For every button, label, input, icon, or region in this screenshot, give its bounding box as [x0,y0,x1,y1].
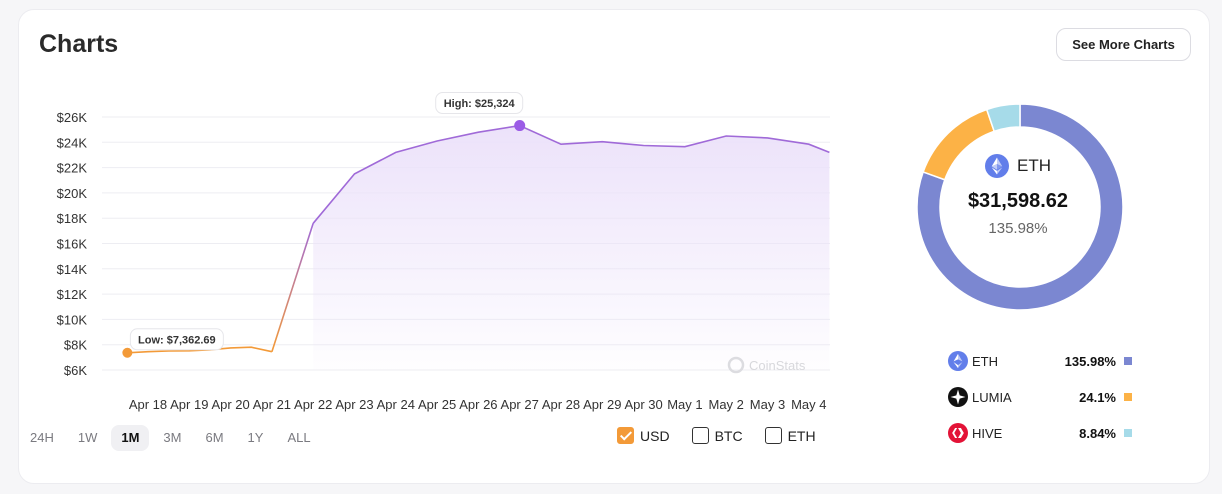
x-tick-label: Apr 20 [211,397,249,412]
currency-usd[interactable]: USD [617,427,670,444]
period-6m[interactable]: 6M [205,430,224,445]
legend-item-lumia[interactable]: LUMIA 24.1% [948,379,1148,415]
y-tick-label: $12K [57,287,88,302]
high-marker [514,120,526,132]
y-tick-label: $26K [57,110,88,125]
lumia-icon [948,387,968,407]
x-tick-label: Apr 19 [170,397,208,412]
donut-legend: ETH 135.98% LUMIA 24.1% HIVE 8.84% [948,343,1148,451]
hive-icon [948,423,968,443]
period-selector: 24H 1W 1M 3M 6M 1Y ALL [20,425,321,451]
y-tick-label: $24K [57,135,88,150]
period-1y[interactable]: 1Y [247,430,264,445]
high-tooltip-label: High: $25,324 [444,98,516,110]
y-tick-label: $8K [64,338,87,353]
x-tick-label: Apr 28 [542,397,580,412]
period-24h[interactable]: 24H [30,430,54,445]
donut-slice-eth [916,103,1124,311]
legend-swatch [1124,429,1132,437]
y-tick-label: $16K [57,237,88,252]
ethereum-icon [985,154,1009,178]
x-tick-label: Apr 23 [335,397,373,412]
x-tick-label: Apr 30 [624,397,662,412]
y-tick-label: $14K [57,262,88,277]
x-tick-label: Apr 24 [377,397,415,412]
see-more-charts-button[interactable]: See More Charts [1056,28,1191,61]
ethereum-icon [948,351,968,371]
donut-center: ETH $31,598.62 135.98% [918,154,1118,237]
price-line-rise-segment [271,223,314,352]
currency-eth[interactable]: ETH [764,427,816,444]
eth-label: ETH [787,427,816,444]
eth-checkbox[interactable] [764,427,782,444]
y-tick-label: $22K [57,161,88,176]
center-coin-symbol: ETH [1017,156,1051,175]
coinstats-logo-icon [727,356,745,374]
period-1w[interactable]: 1W [77,430,98,445]
legend-swatch [1124,357,1132,365]
currency-btc[interactable]: BTC [691,427,743,444]
usd-label: USD [640,427,670,444]
legend-percent: 24.1% [1079,389,1116,405]
x-tick-label: Apr 25 [418,397,456,412]
btc-checkbox[interactable] [691,427,709,444]
x-tick-label: Apr 29 [583,397,621,412]
currency-selector: USD BTC ETH [617,427,816,444]
x-tick-label: Apr 22 [294,397,332,412]
x-tick-label: Apr 18 [129,397,167,412]
legend-name: ETH [972,353,998,369]
x-tick-label: Apr 26 [459,397,497,412]
legend-swatch [1124,393,1132,401]
btc-label: BTC [714,427,743,444]
legend-name: HIVE [972,425,1003,441]
x-tick-label: May 1 [667,397,702,412]
donut-slice-hive [985,103,1021,133]
y-tick-label: $10K [57,312,88,327]
y-tick-label: $6K [64,363,87,378]
low-tooltip-label: Low: $7,362.69 [138,334,216,346]
legend-name: LUMIA [972,389,1012,405]
x-tick-label: May 2 [708,397,743,412]
watermark: CoinStats [749,358,806,373]
usd-checkbox[interactable] [617,427,634,444]
x-tick-label: Apr 21 [253,397,291,412]
price-line-low-segment [127,346,273,354]
period-all[interactable]: ALL [287,430,311,445]
legend-item-hive[interactable]: HIVE 8.84% [948,415,1148,451]
legend-item-eth[interactable]: ETH 135.98% [948,343,1148,379]
area-fill [313,125,830,370]
page-title: Charts [39,30,119,58]
y-tick-label: $20K [57,186,88,201]
period-1m[interactable]: 1M [111,425,150,451]
low-marker [122,347,133,358]
legend-percent: 135.98% [1064,353,1116,369]
y-tick-label: $18K [57,211,88,226]
low-tooltip-box [129,328,224,351]
x-tick-label: Apr 27 [501,397,539,412]
price-line-high-segment [312,124,830,224]
x-tick-label: May 3 [750,397,785,412]
center-percent: 135.98% [988,220,1048,237]
high-tooltip-box [435,92,524,115]
legend-percent: 8.84% [1079,425,1116,441]
center-value: $31,598.62 [967,190,1069,212]
price-line-chart[interactable]: $6K $8K $10K $12K $14K $16K $18K $20K $22K $24K $2… [0,0,880,494]
portfolio-donut-chart[interactable] [900,90,1140,330]
x-tick-label: May 4 [791,397,826,412]
period-3m[interactable]: 3M [163,430,182,445]
